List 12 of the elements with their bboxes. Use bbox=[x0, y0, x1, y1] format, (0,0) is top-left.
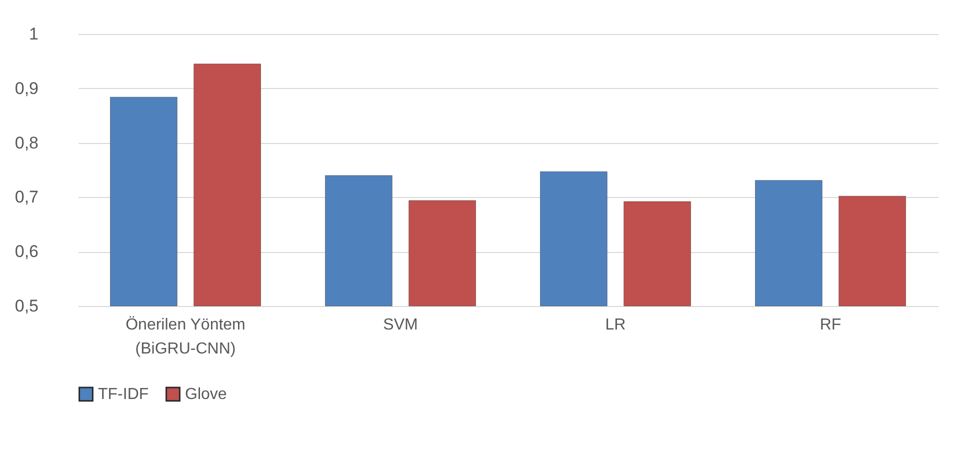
y-tick-label: 0,8 bbox=[14, 133, 38, 152]
y-tick-label: 0,7 bbox=[14, 188, 38, 207]
x-tick-label: RF bbox=[820, 316, 842, 334]
y-tick-label: 0,9 bbox=[14, 78, 38, 98]
x-tick-label: Önerilen Yöntem (BiGRU-CNN) bbox=[126, 316, 246, 358]
legend-label: TF-IDF bbox=[98, 386, 149, 404]
x-tick-label: SVM bbox=[383, 316, 418, 334]
y-tick-label: 0,6 bbox=[14, 242, 38, 262]
x-tick-label: LR bbox=[605, 316, 626, 334]
legend-label: Glove bbox=[185, 386, 227, 404]
y-tick-label: 1 bbox=[29, 24, 38, 44]
y-tick-label: 0,5 bbox=[14, 296, 38, 316]
